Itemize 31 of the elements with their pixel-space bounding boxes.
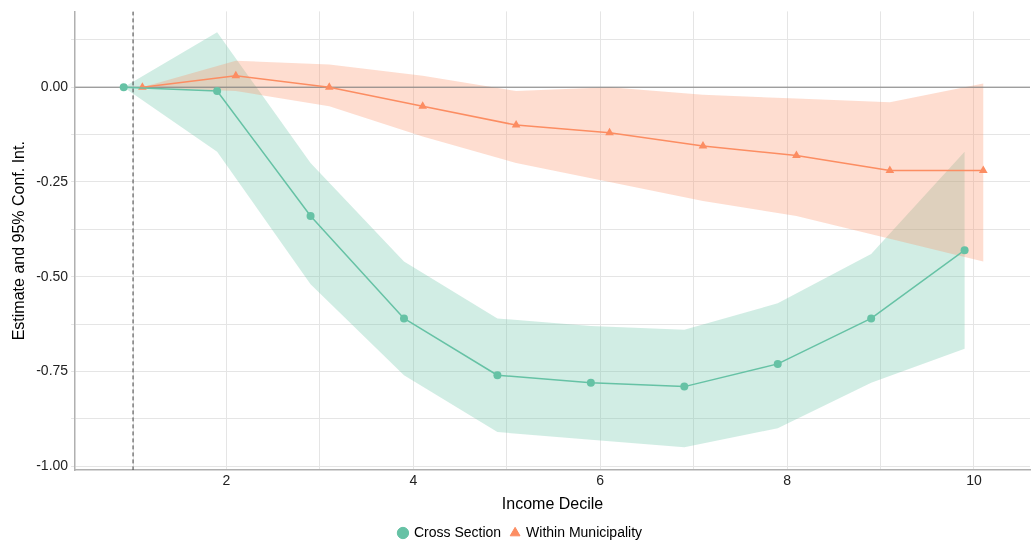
x-tick-label: 6 xyxy=(596,472,605,489)
legend-label: Within Municipality xyxy=(526,523,643,540)
point xyxy=(306,212,315,221)
x-tick-label: 8 xyxy=(783,472,792,489)
point xyxy=(119,83,128,92)
legend-label: Cross Section xyxy=(413,523,502,540)
point xyxy=(605,127,614,136)
y-tick-label: -1.00 xyxy=(36,457,69,474)
x-tick-label: 2 xyxy=(222,472,231,489)
x-tick-label: 10 xyxy=(966,472,982,489)
point xyxy=(511,120,521,128)
x-tick-label: 4 xyxy=(409,472,418,489)
point xyxy=(792,150,801,158)
point xyxy=(867,314,876,323)
point xyxy=(773,359,782,368)
y-tick-label: -0.50 xyxy=(36,267,69,284)
point xyxy=(680,382,689,391)
y-tick-label: 0.00 xyxy=(40,78,69,95)
point xyxy=(213,86,222,95)
point xyxy=(978,165,988,174)
y-axis-title: Estimate and 95% Conf. Int. xyxy=(10,141,28,341)
point xyxy=(418,101,428,109)
point xyxy=(586,378,595,387)
point xyxy=(400,314,408,323)
y-tick-label: -0.25 xyxy=(36,172,69,189)
point xyxy=(885,165,895,174)
point xyxy=(493,371,502,380)
point xyxy=(698,140,708,149)
x-axis-title: Income Decile xyxy=(501,494,604,512)
point xyxy=(960,246,969,255)
y-tick-label: -0.75 xyxy=(36,362,69,379)
